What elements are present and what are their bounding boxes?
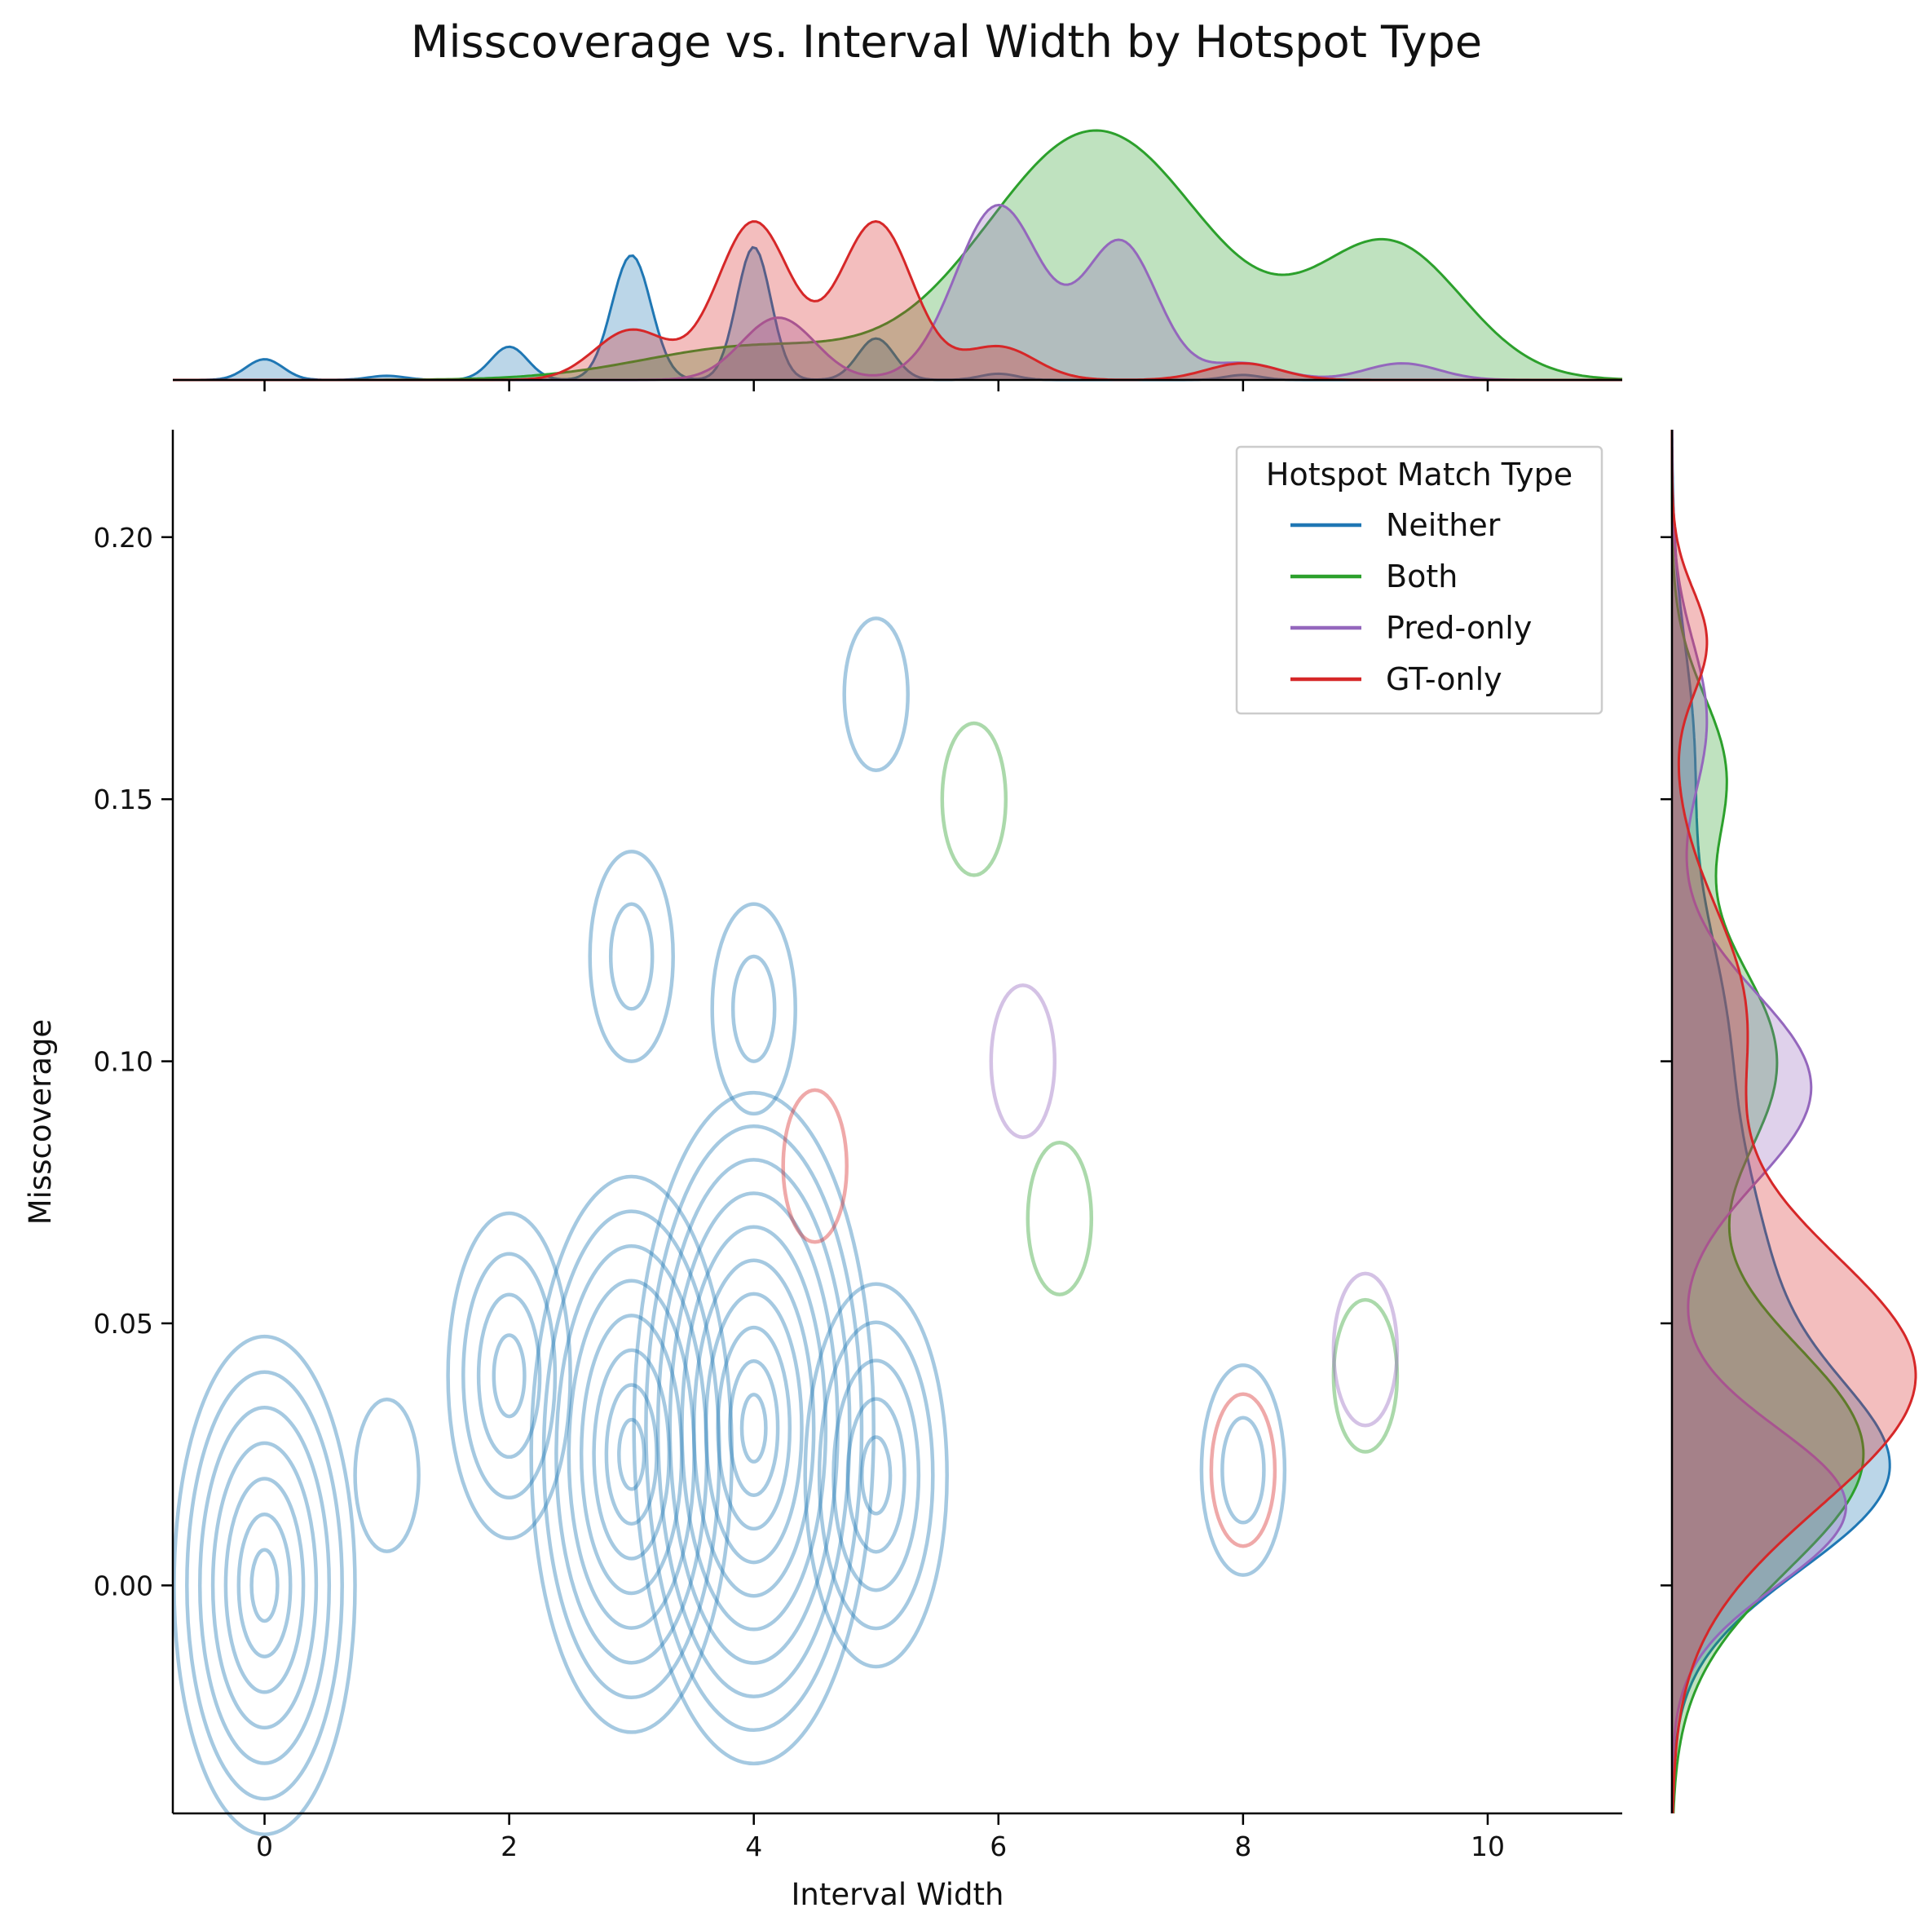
legend-entry-neither: Neither [1290,507,1501,543]
contour-neither-0-0 [172,1334,357,1836]
x-axis-label: Interval Width [792,1877,1004,1912]
legend: Hotspot Match Type Neither Both Pred-only G… [1235,445,1603,715]
contour-neither-3-0 [803,1282,949,1669]
contours-neither [172,616,1287,1836]
contour-neither-2-2 [655,1158,852,1698]
legend-entries: Neither Both Pred-only GT-only [1290,507,1532,697]
contour-neither-5-1 [608,902,655,1011]
contour-neither-1-0 [529,1174,734,1734]
right-density-line-neither [1670,430,1891,1814]
contour-neither-1-7 [617,1417,646,1491]
contour-gt-only-1-0 [1209,1392,1277,1548]
legend-label-gt-only: GT-only [1386,661,1502,697]
contour-neither-2-3 [668,1191,840,1665]
contour-neither-3-3 [845,1397,906,1554]
contour-neither-2-8 [728,1358,780,1498]
x-tick-label-4: 8 [1234,1831,1251,1862]
contour-neither-0-5 [236,1512,293,1658]
y-tick-label-2: 0.10 [94,1046,153,1078]
x-axis-ticks: 0 2 4 6 8 10 [256,1813,1505,1862]
contour-neither-4-2 [476,1292,542,1460]
contour-neither-2-4 [680,1225,828,1632]
contour-pred-only-0-0 [989,983,1057,1140]
contour-neither-1-6 [604,1383,659,1526]
contour-neither-9-0 [842,616,910,773]
top-density-fill-both [173,130,1622,380]
right-marginal-axes [1661,429,1917,1814]
contour-neither-0-6 [249,1548,280,1623]
contour-neither-2-1 [644,1124,864,1733]
contour-neither-1-1 [541,1209,721,1700]
contour-neither-2-7 [716,1325,792,1531]
contour-pred-only-1-0 [1331,1271,1400,1428]
contour-neither-1-3 [567,1279,696,1630]
legend-entry-pred-only: Pred-only [1290,610,1532,646]
y-tick-label-1: 0.05 [94,1308,153,1340]
contours-both [940,721,1400,1454]
contour-neither-1-5 [592,1348,672,1561]
legend-title: Hotspot Match Type [1266,457,1573,492]
contour-neither-1-2 [554,1243,709,1665]
contours-pred-only [989,983,1400,1428]
contour-neither-5-0 [588,850,675,1063]
contour-neither-6-1 [730,954,777,1063]
legend-entry-gt-only: GT-only [1290,661,1502,697]
contour-both-1-0 [940,721,1008,877]
contour-layer [172,616,1400,1836]
contour-neither-4-3 [492,1333,527,1419]
right-density-line-both [1670,430,1865,1814]
x-tick-label-5: 10 [1471,1831,1505,1862]
chart-title: Misscoverage vs. Interval Width by Hotsp… [411,16,1482,68]
contour-neither-3-4 [860,1435,893,1516]
contour-neither-0-4 [223,1477,306,1694]
contour-neither-2-0 [632,1090,876,1766]
y-tick-label-0: 0.00 [94,1570,153,1601]
legend-label-neither: Neither [1386,507,1501,543]
y-axis-ticks: 0.00 0.05 0.10 0.15 0.20 [94,522,173,1601]
legend-label-pred-only: Pred-only [1386,610,1532,646]
x-tick-label-0: 0 [256,1831,273,1862]
joint-axes: 0 2 4 6 8 10 0.00 0.05 0.10 0.15 0.20 [94,430,1622,1862]
contour-neither-3-1 [817,1320,935,1631]
x-tick-label-1: 2 [501,1831,518,1862]
contour-gt-only-0-0 [781,1088,849,1244]
y-tick-label-3: 0.15 [94,784,153,815]
right-density-fill-pred-only [1672,430,1846,1813]
contour-neither-2-6 [704,1292,804,1565]
x-tick-label-2: 4 [745,1831,762,1862]
contour-neither-7-0 [1199,1363,1287,1577]
joint-axis-lines [171,430,1622,1815]
contour-neither-2-5 [691,1258,816,1598]
legend-frame [1235,445,1603,715]
legend-label-both: Both [1386,559,1458,594]
top-density-fill-gt-only [173,221,1622,380]
contour-neither-6-0 [710,902,797,1116]
y-axis-label: Misscoverage [23,1019,58,1226]
legend-entry-both: Both [1290,559,1458,594]
y-tick-label-4: 0.20 [94,522,153,554]
right-density-line-pred-only [1670,429,1847,1813]
right-density-line-gt-only [1670,430,1917,1814]
contours-gt-only [781,1088,1277,1548]
contour-neither-1-4 [579,1314,684,1596]
contour-neither-7-1 [1220,1415,1266,1525]
contour-both-0-0 [1026,1140,1094,1296]
contour-neither-3-2 [831,1358,921,1592]
contour-neither-0-2 [197,1406,332,1765]
top-marginal-axes [173,129,1623,391]
right-density-fill-neither [1672,430,1890,1813]
contour-both-2-0 [1331,1297,1400,1454]
contour-neither-2-9 [739,1393,768,1464]
contour-neither-0-3 [210,1441,319,1730]
contour-neither-4-1 [461,1252,558,1500]
contour-neither-4-0 [446,1211,572,1540]
x-tick-label-3: 6 [990,1831,1007,1862]
right-density-fill-both [1672,430,1864,1813]
right-density-fill-gt-only [1672,430,1916,1813]
contour-neither-8-0 [353,1397,421,1553]
contour-neither-0-1 [185,1370,344,1801]
